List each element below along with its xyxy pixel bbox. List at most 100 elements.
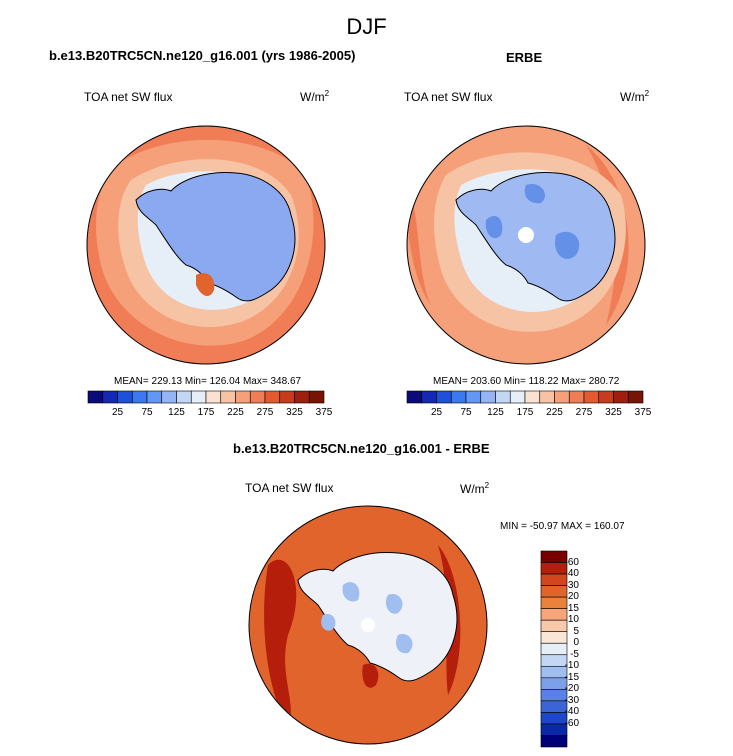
figure-title: DJF (346, 14, 387, 39)
colorbar-tick-label: -30 (564, 694, 579, 706)
colorbar-tick-label: 125 (487, 407, 504, 418)
panel-diff-title: b.e13.B20TRC5CN.ne120_g16.001 - ERBE (233, 441, 490, 456)
panel-obs-units: W/m2 (620, 89, 650, 104)
map-boundary (86, 125, 326, 365)
colorbar-swatch (540, 735, 568, 748)
panel-obs-colorbar (406, 390, 644, 404)
colorbar-swatch (406, 390, 423, 404)
panel-model-colorbar-ticks: 25 75 125 175 225 275 325 375 (88, 407, 332, 421)
panel-model-colorbar (87, 390, 325, 404)
colorbar-swatch (436, 390, 452, 404)
colorbar-swatch (235, 390, 251, 404)
colorbar-swatch (279, 390, 295, 404)
antarctica-outline (297, 551, 458, 682)
colorbar-tick-label: 40 (567, 568, 579, 580)
colorbar-swatch (613, 390, 629, 404)
colorbar-swatch (264, 390, 281, 404)
colorbar-swatch (190, 390, 207, 404)
panel-diff-stats: MIN = -50.97 MAX = 160.07 (500, 521, 625, 532)
colorbar-swatch (87, 390, 104, 404)
colorbar-tick-label: 15 (567, 602, 579, 614)
colorbar-tick-label: 25 (430, 407, 443, 418)
panel-model-variable: TOA net SW flux (84, 90, 173, 104)
colorbar-swatch (146, 390, 163, 404)
panel-obs-map (406, 125, 646, 365)
colorbar-swatch (249, 390, 266, 404)
colorbar-swatch (465, 390, 482, 404)
map-contour-band (362, 663, 379, 688)
colorbar-tick-label: 30 (567, 579, 579, 591)
panel-model-stats: MEAN= 229.13 Min= 126.04 Max= 348.67 (114, 376, 302, 387)
map-contour-band (485, 184, 580, 259)
colorbar-swatch (176, 390, 192, 404)
colorbar-tick-label: 0 (573, 637, 579, 649)
panel-diff-colorbar (540, 550, 568, 748)
colorbar-tick-label: 375 (315, 407, 333, 418)
antarctica-outline (455, 171, 616, 302)
panel-obs-variable: TOA net SW flux (404, 90, 493, 104)
panel-model-units: W/m2 (300, 89, 330, 104)
colorbar-swatch (627, 390, 644, 404)
colorbar-swatch (220, 390, 236, 404)
colorbar-tick-label: 125 (168, 407, 185, 418)
colorbar-swatch (294, 390, 310, 404)
colorbar-swatch (598, 390, 614, 404)
colorbar-tick-label: -15 (564, 671, 579, 683)
colorbar-tick-label: 5 (573, 625, 579, 637)
panel-model-title: b.e13.B20TRC5CN.ne120_g16.001 (yrs 1986-… (49, 48, 356, 63)
panel-diff-variable: TOA net SW flux (245, 481, 334, 495)
colorbar-tick-label: 75 (460, 407, 472, 418)
antarctica-outline (135, 171, 296, 302)
panel-diff-map (248, 505, 488, 745)
map-contour-band (196, 273, 215, 297)
colorbar-tick-label: 175 (197, 407, 215, 418)
colorbar-tick-label: 60 (567, 556, 579, 568)
colorbar-swatch (554, 390, 570, 404)
colorbar-swatch (161, 390, 177, 404)
colorbar-tick-label: 175 (516, 407, 534, 418)
panel-obs-colorbar-ticks: 25 75 125 175 225 275 325 375 (407, 407, 651, 421)
colorbar-tick-label: 275 (575, 407, 593, 418)
map-contour-band (264, 559, 297, 725)
colorbar-tick-label: -40 (564, 706, 579, 718)
colorbar-swatch (131, 390, 148, 404)
panel-obs-stats: MEAN= 203.60 Min= 118.22 Max= 280.72 (433, 376, 620, 387)
map-missing-data (361, 618, 375, 632)
colorbar-tick-label: -10 (564, 660, 579, 672)
colorbar-tick-label: 325 (605, 407, 622, 418)
colorbar-tick-label: 75 (141, 407, 153, 418)
panel-diff-colorbar-ticks: 60 40 30 20 15 10 5 0 -5 -10 -15 -20 -30 -40 -60 (541, 551, 579, 747)
colorbar-swatch (524, 390, 541, 404)
colorbar-tick-label: 275 (256, 407, 274, 418)
map-contour-band (407, 185, 431, 305)
map-boundary (248, 505, 488, 745)
colorbar-tick-label: 225 (227, 407, 244, 418)
colorbar-tick-label: 225 (546, 407, 563, 418)
colorbar-tick-label: -5 (570, 648, 579, 660)
colorbar-swatch (539, 390, 555, 404)
colorbar-tick-label: -20 (564, 683, 579, 695)
colorbar-swatch (308, 390, 325, 404)
panel-model-map (86, 125, 326, 365)
colorbar-tick-label: -60 (564, 717, 579, 729)
colorbar-tick-label: 375 (634, 407, 652, 418)
colorbar-swatch (509, 390, 526, 404)
map-boundary (406, 125, 646, 365)
panel-obs-title: ERBE (506, 50, 543, 65)
colorbar-tick-label: 20 (567, 591, 579, 603)
colorbar-swatch (495, 390, 511, 404)
colorbar-swatch (421, 390, 437, 404)
colorbar-tick-label: 325 (286, 407, 303, 418)
map-contour-band (321, 582, 413, 654)
panel-diff-units: W/m2 (460, 481, 490, 496)
colorbar-swatch (583, 390, 600, 404)
colorbar-swatch (117, 390, 133, 404)
colorbar-tick-label: 10 (567, 614, 579, 626)
map-missing-data (518, 227, 534, 243)
colorbar-swatch (568, 390, 585, 404)
map-contour-band (586, 145, 629, 325)
colorbar-swatch (480, 390, 496, 404)
colorbar-tick-label: 25 (111, 407, 124, 418)
colorbar-swatch (102, 390, 118, 404)
colorbar-swatch (205, 390, 222, 404)
